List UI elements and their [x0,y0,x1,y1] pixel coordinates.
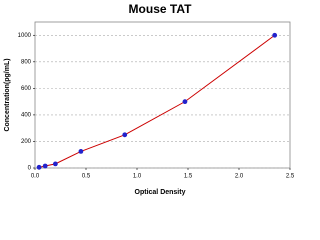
x-tick-label: 1.5 [184,174,193,180]
plot-frame [34,21,291,169]
fit-curve [38,34,275,168]
data-point [272,32,278,38]
chart: Mouse TAT Optical Density Concentration(… [4,2,295,196]
x-tick-label: 2.0 [235,174,244,180]
y-axis-title: Concentration(pg/mL) [4,58,11,131]
chart-title: Mouse TAT [129,2,193,16]
data-point [42,163,48,169]
y-tick-label: 600 [21,86,32,92]
data-point [36,164,42,170]
data-point [122,132,128,138]
data-point [53,161,58,167]
x-tick-label: 1.0 [133,174,142,180]
x-tick-label: 2.5 [286,174,295,180]
y-tick-label: 1000 [18,33,32,39]
y-tick-label: 200 [21,139,32,145]
y-tick-label: 0 [28,166,32,172]
y-tick-label: 400 [21,112,32,118]
x-tick-label: 0.5 [82,174,91,180]
data-point [182,99,188,105]
data-point [78,149,84,154]
y-tick-label: 800 [21,59,32,65]
x-tick-label: 0.0 [31,174,40,180]
x-axis-title: Optical Density [135,189,186,196]
